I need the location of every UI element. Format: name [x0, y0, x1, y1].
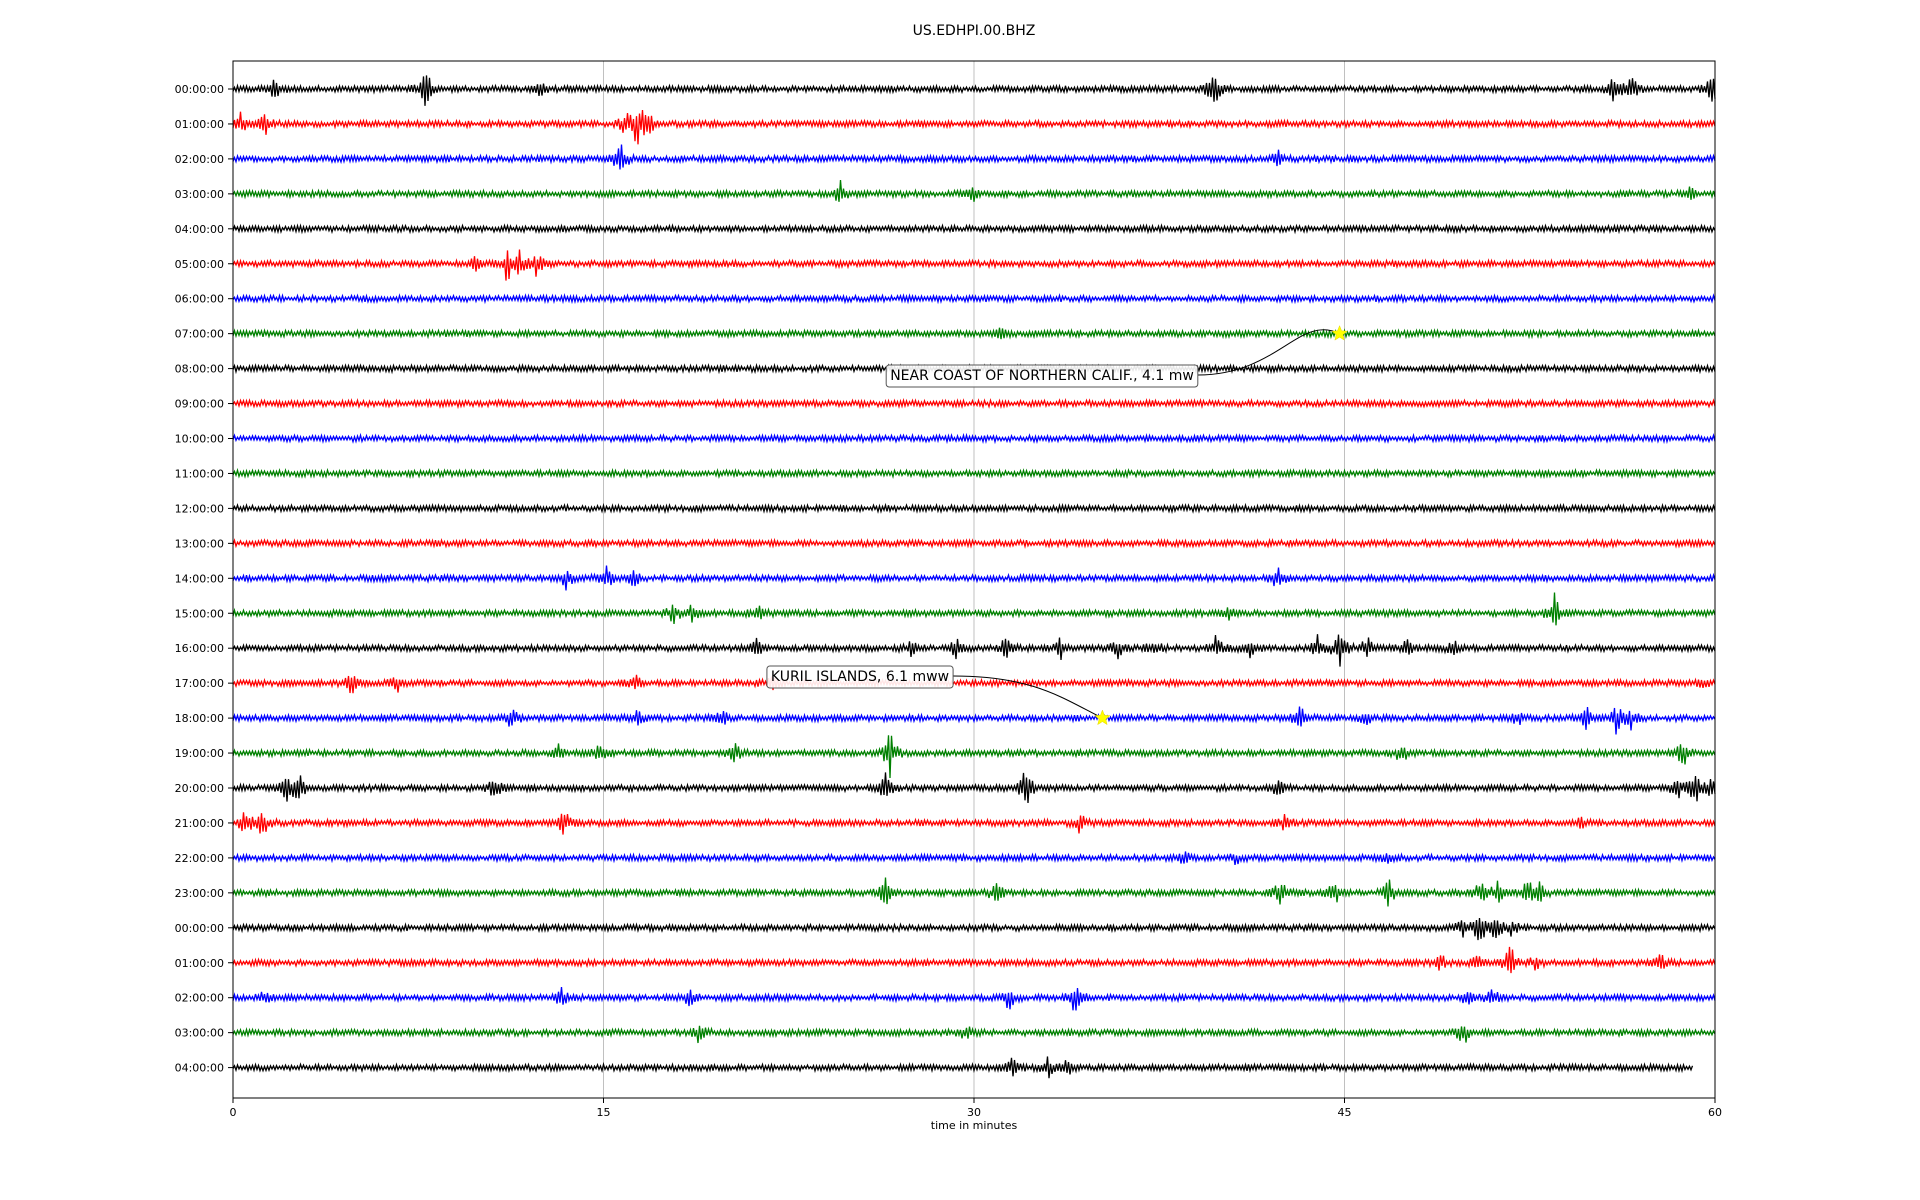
trace-line — [232, 1056, 1694, 1079]
x-tick-label: 45 — [1338, 1106, 1352, 1119]
trace-line — [232, 75, 1716, 106]
y-tick-label: 04:00:00 — [175, 1062, 224, 1075]
x-axis-label: time in minutes — [931, 1119, 1018, 1132]
trace-line — [232, 674, 1716, 694]
y-tick-label: 17:00:00 — [175, 677, 224, 690]
x-axis: 0 15 30 45 60 — [230, 1098, 1722, 1119]
y-tick-label: 10:00:00 — [175, 433, 224, 446]
trace-line — [232, 180, 1716, 202]
y-tick-label: 01:00:00 — [175, 957, 224, 970]
y-tick-label: 00:00:00 — [175, 83, 224, 96]
trace-line — [232, 735, 1716, 779]
trace-line — [232, 397, 1716, 410]
trace-group — [232, 75, 1716, 1079]
y-tick-label: 11:00:00 — [175, 467, 224, 480]
y-tick-label: 16:00:00 — [175, 642, 224, 655]
trace-line — [232, 249, 1716, 281]
x-tick-label: 15 — [597, 1106, 611, 1119]
trace-line — [232, 432, 1716, 445]
trace-line — [232, 292, 1716, 305]
event-label-box — [885, 364, 1199, 388]
y-tick-label: 19:00:00 — [175, 747, 224, 760]
event-label: NEAR COAST OF NORTHERN CALIF., 4.1 mw — [890, 368, 1194, 384]
trace-line — [232, 467, 1716, 480]
trace-line — [232, 592, 1716, 626]
trace-line — [232, 812, 1716, 835]
trace-line — [232, 634, 1716, 667]
y-tick-label: 01:00:00 — [175, 118, 224, 131]
y-tick-label: 05:00:00 — [175, 258, 224, 271]
event-star-marker — [1331, 325, 1348, 341]
event-connector — [953, 675, 1103, 719]
trace-line — [232, 502, 1716, 515]
y-tick-label: 00:00:00 — [175, 922, 224, 935]
y-tick-label: 13:00:00 — [175, 537, 224, 550]
y-tick-label: 14:00:00 — [175, 572, 224, 585]
y-tick-label: 22:00:00 — [175, 852, 224, 865]
trace-line — [232, 327, 1716, 340]
trace-line — [232, 110, 1716, 145]
event-annotation: KURIL ISLANDS, 6.1 mww — [766, 665, 1111, 726]
y-tick-label: 18:00:00 — [175, 712, 224, 725]
chart-title: US.EDHPI.00.BHZ — [913, 23, 1036, 39]
y-tick-label: 21:00:00 — [175, 817, 224, 830]
trace-line — [232, 144, 1716, 170]
y-tick-label: 23:00:00 — [175, 887, 224, 900]
event-connector — [1197, 329, 1340, 376]
y-tick-label: 20:00:00 — [175, 782, 224, 795]
event-star-marker — [1094, 709, 1111, 726]
y-tick-label: 03:00:00 — [175, 1027, 224, 1040]
y-tick-label: 12:00:00 — [175, 502, 224, 515]
x-tick-label: 60 — [1708, 1106, 1722, 1119]
trace-line — [232, 772, 1716, 804]
trace-line — [232, 946, 1716, 974]
y-tick-label: 03:00:00 — [175, 188, 224, 201]
trace-line — [232, 877, 1716, 907]
y-tick-label: 02:00:00 — [175, 992, 224, 1005]
trace-line — [232, 917, 1716, 941]
trace-line — [232, 706, 1716, 735]
y-tick-label: 04:00:00 — [175, 223, 224, 236]
y-tick-label: 06:00:00 — [175, 293, 224, 306]
y-tick-labels: 00:00:00 01:00:00 02:00:00 03:00:00 04:00:00… — [175, 83, 233, 1075]
trace-line — [232, 565, 1716, 591]
y-tick-label: 15:00:00 — [175, 607, 224, 620]
trace-line — [232, 987, 1716, 1011]
trace-line — [232, 851, 1716, 866]
y-tick-label: 08:00:00 — [175, 363, 224, 376]
plot-frame — [232, 60, 1716, 1099]
event-annotation: NEAR COAST OF NORTHERN CALIF., 4.1 mw — [885, 325, 1348, 388]
y-tick-label: 07:00:00 — [175, 328, 224, 341]
y-tick-label: 02:00:00 — [175, 153, 224, 166]
trace-line — [232, 537, 1716, 550]
trace-line — [232, 1025, 1716, 1044]
x-tick-label: 30 — [967, 1106, 981, 1119]
trace-line — [232, 223, 1716, 235]
event-annotations: NEAR COAST OF NORTHERN CALIF., 4.1 mw KUR… — [766, 325, 1348, 726]
y-tick-label: 09:00:00 — [175, 398, 224, 411]
event-label-box — [766, 665, 954, 689]
event-label: KURIL ISLANDS, 6.1 mww — [771, 669, 949, 685]
x-tick-label: 0 — [230, 1106, 237, 1119]
